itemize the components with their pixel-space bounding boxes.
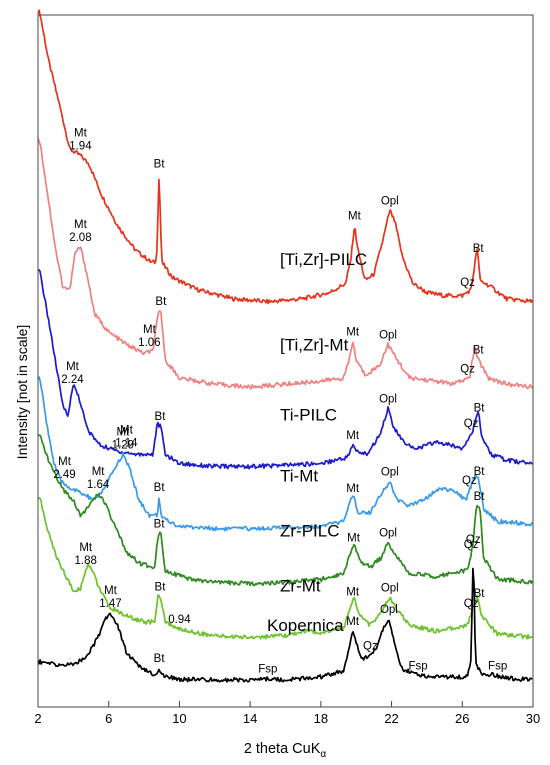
peak-d-spacing-label: 1.14 [115,438,138,450]
peak-mineral-label: Bt [154,159,166,171]
series-line-0 [37,9,534,305]
peak-mineral-label: Bt [474,588,486,600]
peak-mineral-label: Mt [143,324,157,336]
x-tick-label: 22 [384,711,398,726]
peak-mineral-label: Bt [473,243,485,255]
series-line-5 [37,497,533,640]
x-tick-label: 30 [526,711,540,726]
peak-mineral-label: Bt [154,653,166,665]
peak-mineral-label: Bt [155,582,167,594]
peak-mineral-label: Qz [462,475,477,487]
peak-mineral-label: Qz [464,598,479,610]
series-line-2 [37,269,533,470]
peak-mineral-label: Mt [346,587,360,599]
peak-mineral-label: Mt [66,361,80,373]
peak-d-spacing-label: 1.94 [69,140,92,152]
peak-mineral-label: Opl [381,583,399,595]
peak-d-spacing-label: 1.47 [99,598,121,610]
peak-mineral-label: Opl [381,467,399,479]
peak-mineral-label: Bt [473,345,485,357]
x-tick-label: 6 [105,711,112,726]
peak-mineral-label: Opl [379,528,397,540]
x-tick-label: 10 [172,711,186,726]
peak-mineral-label: Opl [379,394,397,406]
peak-d-spacing-label: 2.08 [69,232,91,244]
series-layer [37,9,534,683]
peak-mineral-label: Opl [381,195,399,207]
peak-mineral-label: Mt [58,456,72,468]
peak-mineral-label: Bt [155,296,167,308]
peak-mineral-label: Bt [154,482,166,494]
peak-mineral-label: Bt [474,466,486,478]
peak-mineral-label: Mt [347,532,361,544]
peak-mineral-label: Mt [104,585,118,597]
peak-mineral-label: Bt [154,519,166,531]
peak-mineral-label: Mt [346,616,360,628]
peak-mineral-label: Fsp [409,661,428,673]
peak-mineral-label: Bt [474,491,486,503]
plot-frame [37,14,534,708]
peak-mineral-label: Mt [346,326,360,338]
series-line-6 [37,567,533,683]
peak-mineral-label: Qz [464,418,479,430]
series-name-label: Zr-Mt [280,577,321,596]
x-axis: 2 6 10 14 18 22 26 30 [34,701,540,726]
x-tick-label: 26 [455,711,469,726]
x-axis-title: 2 theta CuKα [244,741,327,760]
series-line-4 [37,433,534,587]
peak-mineral-label: Opl [380,604,398,616]
x-tick-label: 2 [34,711,41,726]
peak-d-spacing-label: 0.94 [168,614,191,626]
series-line-1 [37,137,534,390]
peak-mineral-label: Qz [466,534,481,546]
peak-mineral-label: Mt [116,426,130,438]
peak-mineral-label: Mt [348,211,362,223]
series-name-label: Ti-Mt [280,467,318,486]
peak-mineral-label: Qz [460,277,475,289]
peak-d-spacing-label: 2.24 [61,374,84,386]
peak-d-spacing-label: 1.88 [75,555,97,567]
series-line-3 [37,376,534,532]
annotation-layer: [Ti,Zr]-PILC1.94MtBtMtOplQzBt[Ti,Zr]-Mt2… [53,127,507,675]
peak-mineral-label: Mt [74,219,88,231]
x-tick-label: 14 [243,711,257,726]
peak-mineral-label: Qz [460,364,475,376]
peak-d-spacing-label: 1.29 [112,439,134,451]
peak-d-spacing-label: 2.49 [53,469,75,481]
peak-mineral-label: Mt [79,542,93,554]
y-axis-title: Intensity [not in scale] [14,325,30,460]
x-axis-title-subscript: α [320,749,326,760]
x-tick-label: 18 [314,711,328,726]
peak-mineral-label: Mt [92,466,106,478]
peak-mineral-label: Qz [363,641,378,653]
peak-d-spacing-label: 1.06 [138,337,160,349]
peak-mineral-label: Mt [120,425,134,437]
peak-mineral-label: Fsp [488,661,507,673]
peak-d-spacing-label: 1.64 [87,479,110,491]
peak-mineral-label: Bt [155,411,167,423]
peak-mineral-label: Bt [474,403,486,415]
peak-mineral-label: Mt [346,430,360,442]
series-name-label: [Ti,Zr]-Mt [280,336,349,355]
peak-mineral-label: Qz [464,539,479,551]
peak-mineral-label: Mt [346,483,360,495]
series-name-label: [Ti,Zr]-PILC [280,250,367,269]
peak-mineral-label: Fsp [258,664,277,676]
peak-mineral-label: Opl [379,329,397,341]
series-name-label: Ti-PILC [280,406,337,425]
series-name-label: Kopernica [267,616,344,635]
peak-mineral-label: Mt [74,127,88,139]
series-name-label: Zr-PILC [280,522,340,541]
